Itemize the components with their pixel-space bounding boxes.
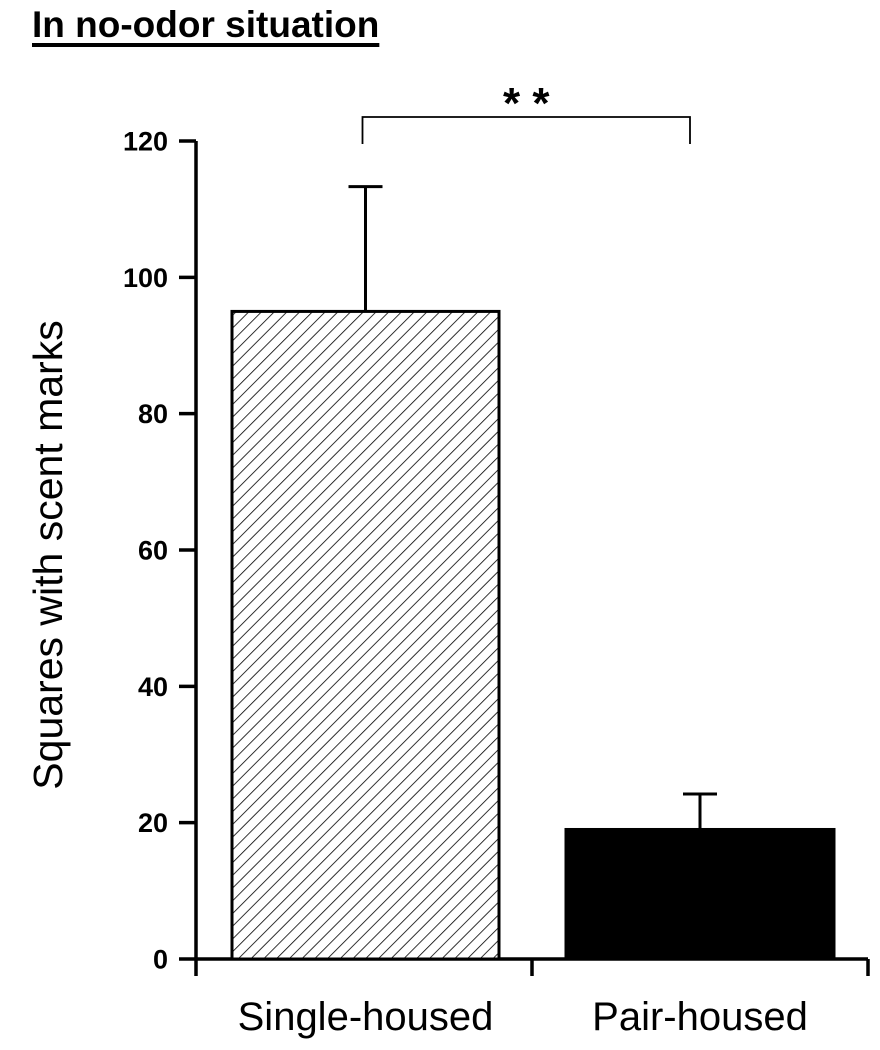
y-tick-label: 0 [153,945,168,975]
y-tick-label: 120 [123,127,168,157]
category-label: Pair-housed [592,995,808,1039]
y-tick-label: 40 [138,672,168,702]
y-axis-label: Squares with scent marks [25,320,71,789]
bar-pair-housed [564,827,836,961]
chart-title: In no-odor situation [32,4,380,45]
significance-label: * * [503,79,550,128]
y-tick-label: 20 [138,808,168,838]
y-tick-label: 100 [123,263,168,293]
bar-single-housed [230,309,501,961]
category-label: Single-housed [238,995,494,1039]
y-tick-label: 60 [138,536,168,566]
y-tick-label: 80 [138,399,168,429]
significance-bracket [361,116,691,144]
